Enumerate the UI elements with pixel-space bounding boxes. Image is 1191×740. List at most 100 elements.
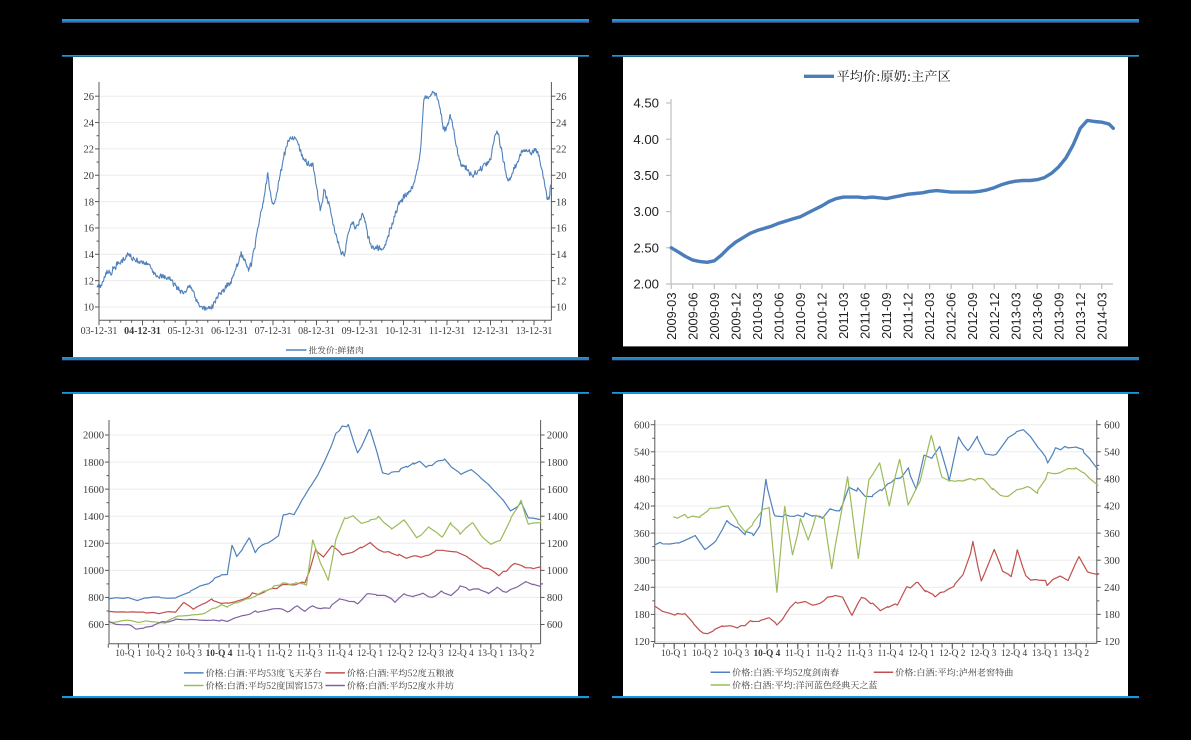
svg-text:2013-06: 2013-06 — [1030, 293, 1045, 340]
svg-text:2009-06: 2009-06 — [685, 293, 700, 340]
svg-text:1200: 1200 — [547, 539, 568, 550]
svg-text:11-Q 3: 11-Q 3 — [297, 649, 323, 659]
svg-text:11-Q 1: 11-Q 1 — [785, 649, 811, 659]
svg-text:2014-03: 2014-03 — [1094, 293, 1109, 340]
svg-text:10-Q 3: 10-Q 3 — [176, 649, 203, 659]
svg-text:2012-03: 2012-03 — [922, 293, 937, 340]
svg-text:180: 180 — [634, 610, 650, 621]
svg-text:1800: 1800 — [547, 458, 568, 469]
svg-text:11-Q 4: 11-Q 4 — [878, 649, 904, 659]
svg-text:24: 24 — [84, 118, 95, 129]
svg-text:240: 240 — [634, 583, 650, 594]
svg-text:2010-06: 2010-06 — [772, 293, 787, 340]
svg-text:09-12-31: 09-12-31 — [342, 326, 379, 337]
svg-text:2013-12: 2013-12 — [1073, 293, 1088, 340]
svg-text:12-Q 1: 12-Q 1 — [357, 649, 384, 659]
svg-text:1400: 1400 — [547, 512, 568, 523]
svg-text:10-Q 4: 10-Q 4 — [753, 649, 780, 659]
svg-text:10-Q 4: 10-Q 4 — [206, 649, 233, 659]
svg-text:10: 10 — [556, 303, 567, 314]
svg-text:22: 22 — [556, 145, 567, 156]
svg-text:120: 120 — [1104, 637, 1120, 648]
svg-text:2000: 2000 — [83, 431, 104, 442]
svg-text:12-Q 3: 12-Q 3 — [970, 649, 997, 659]
svg-text:11-Q 4: 11-Q 4 — [327, 649, 353, 659]
svg-text:2013-03: 2013-03 — [1008, 293, 1023, 340]
svg-text:07-12-31: 07-12-31 — [255, 326, 292, 337]
svg-text:11-Q 1: 11-Q 1 — [236, 649, 262, 659]
svg-text:2009-09: 2009-09 — [707, 293, 722, 340]
svg-text:10: 10 — [84, 303, 95, 314]
svg-text:08-12-31: 08-12-31 — [298, 326, 335, 337]
svg-text:20: 20 — [556, 171, 567, 182]
svg-text:2.50: 2.50 — [633, 240, 659, 255]
svg-text:24: 24 — [556, 118, 567, 129]
svg-text:13-Q 1: 13-Q 1 — [1032, 649, 1059, 659]
svg-text:1600: 1600 — [83, 485, 104, 496]
svg-text:11-Q 2: 11-Q 2 — [816, 649, 842, 659]
svg-text:12-Q 4: 12-Q 4 — [1001, 649, 1028, 659]
svg-text:11-Q 3: 11-Q 3 — [847, 649, 873, 659]
svg-text:3.00: 3.00 — [633, 204, 659, 219]
svg-text:14: 14 — [556, 250, 567, 261]
svg-text:2000: 2000 — [547, 431, 568, 442]
svg-text:10-Q 1: 10-Q 1 — [115, 649, 142, 659]
svg-text:180: 180 — [1104, 610, 1120, 621]
svg-text:1200: 1200 — [83, 539, 104, 550]
svg-text:800: 800 — [88, 593, 104, 604]
svg-text:480: 480 — [634, 475, 650, 486]
svg-text:540: 540 — [634, 448, 650, 459]
svg-text:420: 420 — [634, 502, 650, 513]
svg-text:10-Q 2: 10-Q 2 — [145, 649, 172, 659]
svg-text:2011-12: 2011-12 — [901, 293, 916, 339]
svg-text:480: 480 — [1104, 475, 1120, 486]
svg-text:4.50: 4.50 — [633, 96, 659, 111]
svg-text:12-Q 2: 12-Q 2 — [387, 649, 414, 659]
svg-text:11-Q 2: 11-Q 2 — [266, 649, 292, 659]
svg-text:240: 240 — [1104, 583, 1120, 594]
svg-text:3.50: 3.50 — [633, 168, 659, 183]
svg-text:22: 22 — [84, 145, 95, 156]
svg-text:26: 26 — [556, 92, 567, 103]
svg-text:2.00: 2.00 — [633, 277, 659, 292]
svg-text:14: 14 — [84, 250, 95, 261]
svg-text:1800: 1800 — [83, 458, 104, 469]
svg-text:1400: 1400 — [83, 512, 104, 523]
svg-text:03-12-31: 03-12-31 — [81, 326, 118, 337]
svg-text:2010-12: 2010-12 — [815, 293, 830, 340]
svg-text:13-Q 2: 13-Q 2 — [508, 649, 535, 659]
svg-text:20: 20 — [84, 171, 95, 182]
svg-text:16: 16 — [84, 224, 95, 235]
svg-text:600: 600 — [88, 620, 104, 631]
svg-text:360: 360 — [634, 529, 650, 540]
svg-text:800: 800 — [547, 593, 563, 604]
svg-text:10-Q 3: 10-Q 3 — [723, 649, 750, 659]
svg-text:13-Q 1: 13-Q 1 — [478, 649, 505, 659]
svg-text:420: 420 — [1104, 502, 1120, 513]
svg-text:12: 12 — [84, 276, 95, 287]
svg-text:600: 600 — [634, 420, 650, 431]
svg-text:06-12-31: 06-12-31 — [211, 326, 248, 337]
svg-text:2009-03: 2009-03 — [664, 293, 679, 340]
svg-text:2012-06: 2012-06 — [944, 293, 959, 340]
svg-text:18: 18 — [556, 197, 567, 208]
svg-text:10-Q 2: 10-Q 2 — [692, 649, 719, 659]
svg-text:18: 18 — [84, 197, 95, 208]
svg-text:13-12-31: 13-12-31 — [516, 326, 553, 337]
svg-text:600: 600 — [1104, 420, 1120, 431]
svg-text:12-Q 3: 12-Q 3 — [417, 649, 444, 659]
svg-text:2010-03: 2010-03 — [750, 293, 765, 340]
svg-text:13-Q 2: 13-Q 2 — [1063, 649, 1090, 659]
svg-text:26: 26 — [84, 92, 95, 103]
svg-text:2009-12: 2009-12 — [729, 293, 744, 340]
svg-text:1600: 1600 — [547, 485, 568, 496]
svg-text:120: 120 — [634, 637, 650, 648]
svg-text:2011-06: 2011-06 — [858, 293, 873, 339]
svg-text:2013-09: 2013-09 — [1051, 293, 1066, 340]
svg-text:540: 540 — [1104, 448, 1120, 459]
svg-text:2010-09: 2010-09 — [793, 293, 808, 340]
svg-text:1000: 1000 — [83, 566, 104, 577]
svg-text:4.00: 4.00 — [633, 132, 659, 147]
svg-text:12-Q 1: 12-Q 1 — [908, 649, 935, 659]
svg-text:04-12-31: 04-12-31 — [124, 326, 161, 337]
